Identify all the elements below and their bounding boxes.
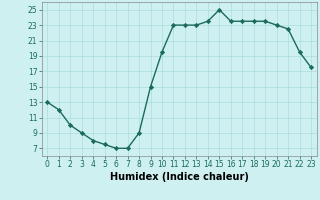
X-axis label: Humidex (Indice chaleur): Humidex (Indice chaleur): [110, 172, 249, 182]
